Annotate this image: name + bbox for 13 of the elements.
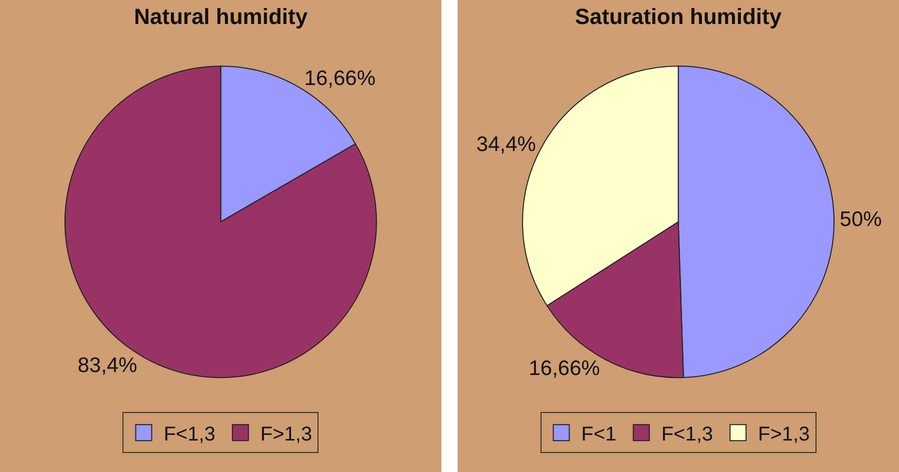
legend-label: F<1 <box>581 423 616 446</box>
pie-slice <box>64 66 377 378</box>
legend-label: F<1,3 <box>164 423 216 446</box>
chart-title: Natural humidity <box>134 4 308 29</box>
data-label: 34,4% <box>476 132 536 156</box>
data-label: 16,66% <box>528 357 600 380</box>
legend-label: F>1,3 <box>758 423 810 446</box>
legend-label: F<1,3 <box>661 423 714 446</box>
data-label: 50% <box>840 208 882 231</box>
data-label: 83,4% <box>78 354 138 377</box>
legend-label: F>1,3 <box>260 423 312 446</box>
chart-title: Saturation humidity <box>575 4 782 29</box>
data-label: 16,66% <box>304 66 376 90</box>
